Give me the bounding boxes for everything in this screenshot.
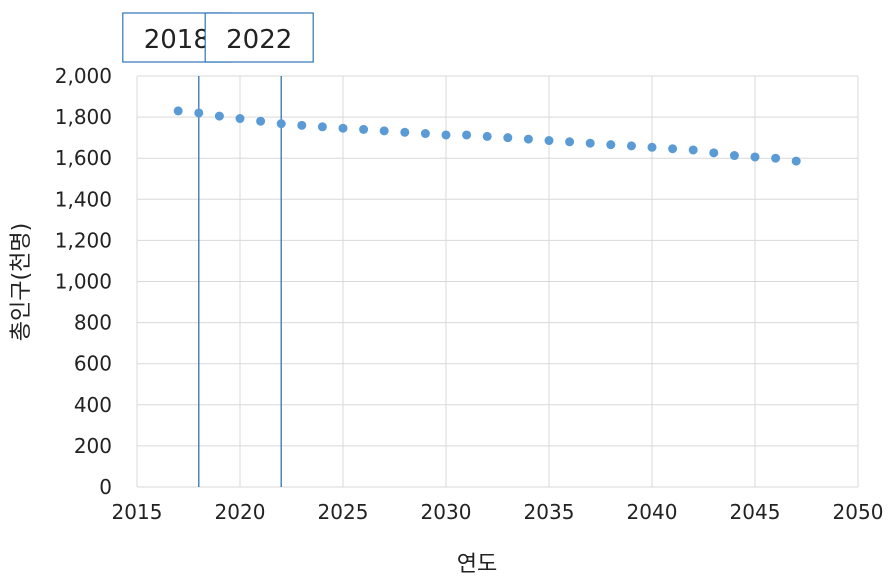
data-point	[317, 122, 327, 132]
data-point	[523, 134, 533, 144]
data-point	[173, 106, 183, 116]
data-point	[565, 137, 575, 147]
data-point	[750, 152, 760, 162]
data-point	[441, 130, 451, 140]
data-point	[379, 126, 389, 136]
data-points	[173, 106, 801, 166]
data-point	[482, 131, 492, 141]
data-point	[297, 120, 307, 130]
data-point	[214, 111, 224, 121]
y-tick-label: 400	[74, 393, 112, 417]
data-point	[256, 116, 266, 126]
y-tick-label: 800	[74, 311, 112, 335]
y-tick-label: 200	[74, 434, 112, 458]
grid-lines	[136, 75, 859, 488]
data-point	[503, 133, 513, 143]
x-tick-label: 2015	[112, 500, 163, 524]
x-tick-label: 2035	[524, 500, 575, 524]
y-tick-label: 1,800	[55, 105, 112, 129]
data-point	[544, 136, 554, 146]
data-point	[688, 145, 698, 155]
data-point	[647, 142, 657, 152]
y-tick-label: 0	[99, 475, 112, 499]
data-point	[276, 119, 286, 129]
x-tick-label: 2025	[318, 500, 369, 524]
data-point	[771, 153, 781, 163]
y-tick-label: 600	[74, 352, 112, 376]
data-point	[585, 138, 595, 148]
data-point	[791, 156, 801, 166]
data-point	[729, 151, 739, 161]
reference-label-box-2022	[204, 12, 314, 63]
data-point	[462, 130, 472, 140]
data-point	[420, 129, 430, 139]
data-point	[235, 114, 245, 124]
data-point	[194, 108, 204, 118]
data-point	[626, 141, 636, 151]
x-tick-label: 2040	[627, 500, 678, 524]
y-tick-label: 1,200	[55, 228, 112, 252]
data-point	[400, 127, 410, 137]
x-axis-title: 연도	[457, 552, 497, 577]
data-point	[668, 144, 678, 154]
reference-label-2018: 2018	[144, 25, 210, 55]
data-point	[359, 124, 369, 134]
data-point	[338, 123, 348, 133]
data-point	[606, 140, 616, 150]
y-tick-label: 2,000	[55, 64, 112, 88]
x-tick-label: 2050	[833, 500, 884, 524]
y-tick-label: 1,600	[55, 146, 112, 170]
y-axis-title: 총인구(천명)	[9, 223, 34, 341]
reference-lines: 2018 2022	[122, 12, 314, 487]
data-point	[709, 148, 719, 158]
y-tick-label: 1,000	[55, 270, 112, 294]
tick-labels: 2015 2020 2025 2030 2035 2040 2045 2050 0 200 400 6…	[55, 64, 884, 524]
y-tick-label: 1,400	[55, 187, 112, 211]
x-tick-label: 2020	[215, 500, 266, 524]
reference-label-2022: 2022	[226, 25, 292, 55]
x-tick-label: 2045	[730, 500, 781, 524]
x-tick-label: 2030	[421, 500, 472, 524]
